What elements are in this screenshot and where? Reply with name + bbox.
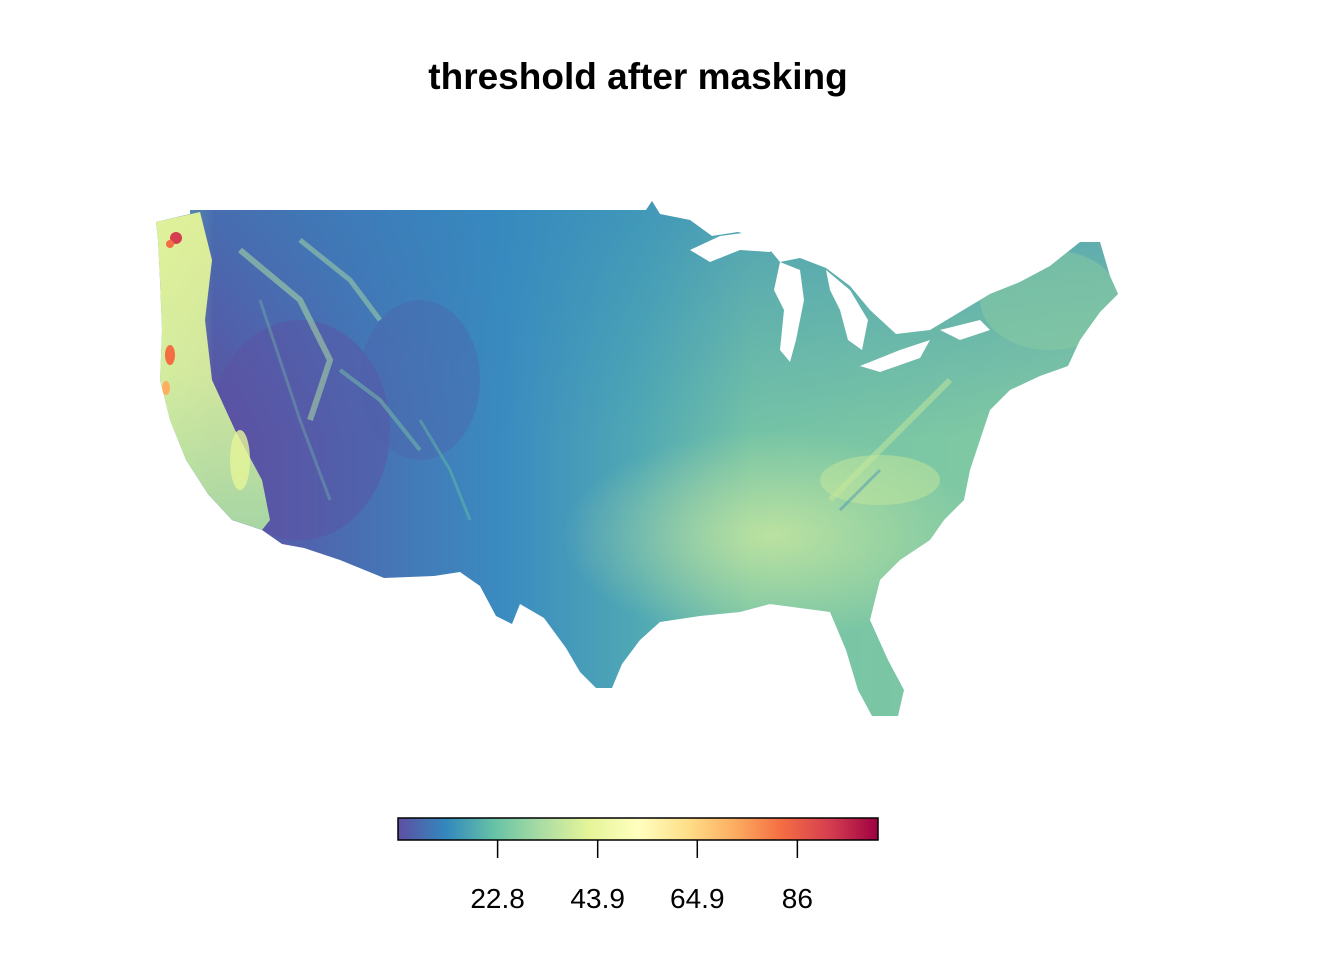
legend-tick-label: 86	[782, 883, 813, 914]
plot-title: threshold after masking	[428, 56, 848, 97]
lake-ontario	[940, 320, 990, 340]
legend-colorbar	[397, 817, 879, 841]
legend-ticks: 22.8 43.9 64.9 86	[470, 840, 813, 914]
lake-michigan	[774, 262, 804, 362]
lake-superior	[690, 232, 780, 262]
legend-tick-label: 43.9	[570, 883, 625, 914]
legend-tick-label: 64.9	[670, 883, 725, 914]
lake-erie	[860, 340, 930, 372]
lake-huron	[826, 270, 868, 350]
legend-tick-label: 22.8	[470, 883, 525, 914]
